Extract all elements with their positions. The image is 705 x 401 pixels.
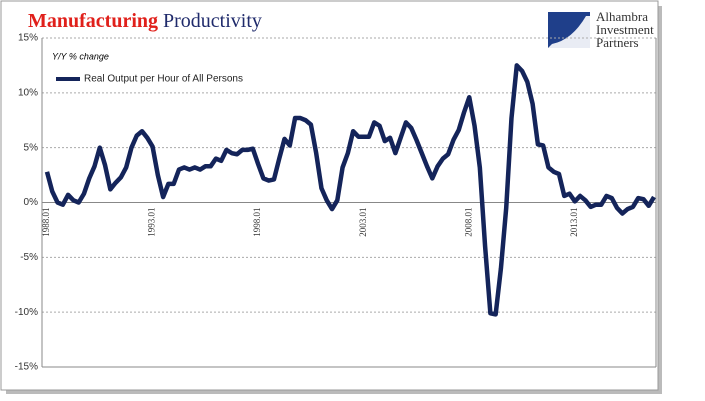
chart-title: Manufacturing Productivity	[28, 10, 262, 32]
legend-label: Real Output per Hour of All Persons	[84, 74, 243, 85]
y-tick-label: -10%	[15, 307, 38, 318]
subtitle: Y/Y % change	[52, 51, 109, 61]
y-tick-label: -5%	[20, 252, 38, 263]
x-tick-label: 1988.01	[41, 208, 51, 237]
series-line	[44, 63, 656, 317]
logo-text: Investment	[596, 22, 654, 37]
x-tick-label: 1993.01	[147, 208, 157, 237]
x-tick-label: 2003.01	[358, 208, 368, 237]
x-tick-label: 1998.01	[252, 208, 262, 237]
title-part: Manufacturing	[28, 10, 158, 32]
y-tick-label: 5%	[24, 142, 39, 153]
logo-text: Alhambra	[596, 9, 648, 24]
y-tick-label: 15%	[18, 33, 38, 44]
y-tick-label: -15%	[15, 362, 38, 373]
logo-text: Partners	[596, 35, 639, 50]
x-tick-label: 2013.01	[569, 208, 579, 237]
y-tick-label: 10%	[18, 87, 38, 98]
title-part: Productivity	[163, 10, 262, 32]
frame	[0, 0, 659, 391]
y-tick-label: 0%	[24, 197, 39, 208]
logo	[548, 12, 590, 48]
logo-swoosh	[548, 16, 590, 48]
x-tick-label: 2008.01	[463, 208, 473, 237]
